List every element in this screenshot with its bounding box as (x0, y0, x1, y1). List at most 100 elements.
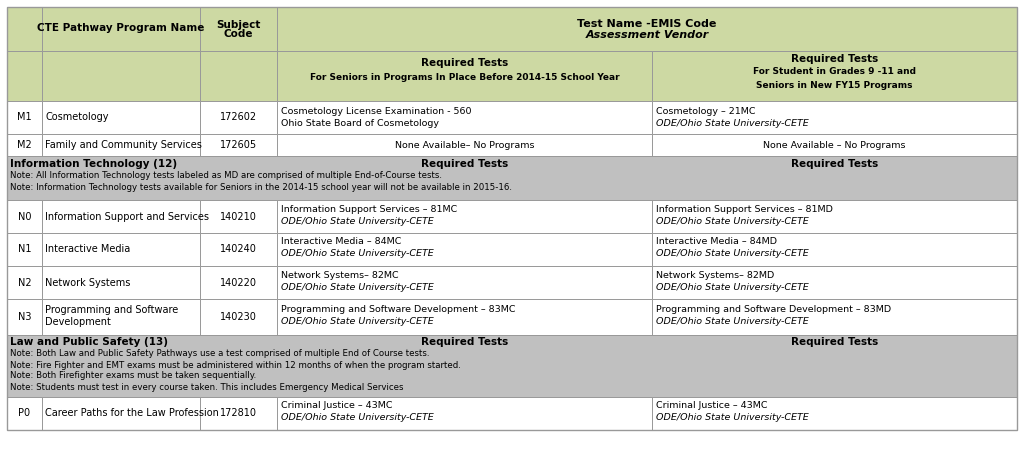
Text: Required Tests: Required Tests (421, 337, 508, 347)
Text: Required Tests: Required Tests (421, 159, 508, 169)
Bar (42, 266, 200, 299)
Text: 172810: 172810 (220, 409, 257, 418)
Bar (42, 397, 200, 430)
Text: N2: N2 (17, 278, 32, 287)
Bar (278, 266, 652, 299)
Text: M2: M2 (17, 140, 32, 150)
Bar (7, 233, 1017, 266)
Bar (42, 101, 200, 134)
Bar (42, 299, 200, 335)
Text: Information Support Services – 81MC: Information Support Services – 81MC (281, 205, 458, 213)
Text: ODE/Ohio State University-CETE: ODE/Ohio State University-CETE (281, 249, 434, 258)
Bar (7, 397, 1017, 430)
Text: Note: Both Firefighter exams must be taken sequentially.: Note: Both Firefighter exams must be tak… (10, 372, 256, 380)
Text: 140240: 140240 (220, 244, 257, 255)
Bar (7, 200, 1017, 233)
Text: Criminal Justice – 43MC: Criminal Justice – 43MC (281, 402, 392, 410)
Text: Note: Information Technology tests available for Seniors in the 2014-15 school y: Note: Information Technology tests avail… (10, 183, 512, 191)
Text: Network Systems– 82MC: Network Systems– 82MC (281, 271, 398, 279)
Text: Cosmetology: Cosmetology (45, 112, 109, 123)
Text: ODE/Ohio State University-CETE: ODE/Ohio State University-CETE (281, 316, 434, 326)
Bar (7, 299, 42, 335)
Text: 140210: 140210 (220, 212, 257, 221)
Text: Required Tests: Required Tests (791, 337, 879, 347)
Text: Interactive Media – 84MD: Interactive Media – 84MD (656, 237, 777, 247)
Text: Note: Fire Fighter and EMT exams must be administered within 12 months of when t: Note: Fire Fighter and EMT exams must be… (10, 360, 461, 370)
Bar (42, 7, 200, 51)
Bar (7, 266, 42, 299)
Text: Development: Development (45, 317, 111, 327)
Bar (7, 299, 1017, 335)
Bar (7, 101, 1017, 134)
Bar (652, 397, 1017, 430)
Bar (200, 51, 278, 101)
Text: N1: N1 (17, 244, 32, 255)
Bar (7, 101, 42, 134)
Text: N0: N0 (17, 212, 32, 221)
Text: 172605: 172605 (220, 140, 257, 150)
Text: Subject: Subject (216, 20, 261, 30)
Bar (7, 7, 42, 51)
Text: Information Support and Services: Information Support and Services (45, 212, 209, 221)
Text: ODE/Ohio State University-CETE: ODE/Ohio State University-CETE (281, 217, 434, 226)
Text: ODE/Ohio State University-CETE: ODE/Ohio State University-CETE (656, 283, 809, 292)
Bar (652, 299, 1017, 335)
Bar (652, 200, 1017, 233)
Text: Programming and Software Development – 83MC: Programming and Software Development – 8… (281, 305, 515, 314)
Text: For Student in Grades 9 -11 and: For Student in Grades 9 -11 and (753, 67, 916, 76)
Text: M1: M1 (17, 112, 32, 123)
Bar (7, 397, 42, 430)
Text: Interactive Media: Interactive Media (45, 244, 130, 255)
Text: P0: P0 (18, 409, 31, 418)
Text: Cosmetology – 21MC: Cosmetology – 21MC (656, 107, 756, 116)
Bar (7, 266, 1017, 299)
Text: Ohio State Board of Cosmetology: Ohio State Board of Cosmetology (281, 118, 439, 127)
Bar (7, 335, 1017, 397)
Text: Programming and Software: Programming and Software (45, 305, 178, 315)
Bar (278, 101, 652, 134)
Bar (278, 233, 652, 266)
Bar (652, 51, 1017, 101)
Text: ODE/Ohio State University-CETE: ODE/Ohio State University-CETE (656, 118, 809, 127)
Bar (7, 51, 42, 101)
Text: Note: All Information Technology tests labeled as MD are comprised of multiple E: Note: All Information Technology tests l… (10, 171, 442, 181)
Bar (42, 200, 200, 233)
Text: Code: Code (224, 29, 253, 39)
Bar (278, 299, 652, 335)
Text: Required Tests: Required Tests (791, 54, 879, 64)
Text: Cosmetology License Examination - 560: Cosmetology License Examination - 560 (281, 107, 471, 116)
Text: Programming and Software Development – 83MD: Programming and Software Development – 8… (656, 305, 891, 314)
Bar (278, 51, 652, 101)
Text: 140230: 140230 (220, 312, 257, 322)
Text: Network Systems– 82MD: Network Systems– 82MD (656, 271, 774, 279)
Text: Network Systems: Network Systems (45, 278, 130, 287)
Bar (278, 134, 652, 156)
Text: ODE/Ohio State University-CETE: ODE/Ohio State University-CETE (656, 316, 809, 326)
Bar (42, 233, 200, 266)
Text: ODE/Ohio State University-CETE: ODE/Ohio State University-CETE (281, 283, 434, 292)
Bar (200, 233, 278, 266)
Text: Note: Students must test in every course taken. This includes Emergency Medical : Note: Students must test in every course… (10, 382, 403, 392)
Bar (652, 134, 1017, 156)
Text: None Available– No Programs: None Available– No Programs (394, 140, 535, 149)
Bar (200, 101, 278, 134)
Bar (7, 134, 1017, 156)
Bar (42, 51, 200, 101)
Text: Required Tests: Required Tests (791, 159, 879, 169)
Text: 140220: 140220 (220, 278, 257, 287)
Text: CTE Pathway Program Name: CTE Pathway Program Name (37, 23, 205, 33)
Text: Assessment Vendor: Assessment Vendor (586, 30, 709, 40)
Bar (200, 7, 278, 51)
Text: Information Support Services – 81MD: Information Support Services – 81MD (656, 205, 833, 213)
Bar (200, 200, 278, 233)
Text: None Available – No Programs: None Available – No Programs (763, 140, 906, 149)
Text: ODE/Ohio State University-CETE: ODE/Ohio State University-CETE (656, 217, 809, 226)
Text: Law and Public Safety (13): Law and Public Safety (13) (10, 337, 168, 347)
Text: Criminal Justice – 43MC: Criminal Justice – 43MC (656, 402, 768, 410)
Text: For Seniors in Programs In Place Before 2014-15 School Year: For Seniors in Programs In Place Before … (309, 73, 620, 81)
Bar (278, 397, 652, 430)
Bar (652, 266, 1017, 299)
Text: ODE/Ohio State University-CETE: ODE/Ohio State University-CETE (281, 414, 434, 423)
Bar (652, 233, 1017, 266)
Text: 172602: 172602 (220, 112, 257, 123)
